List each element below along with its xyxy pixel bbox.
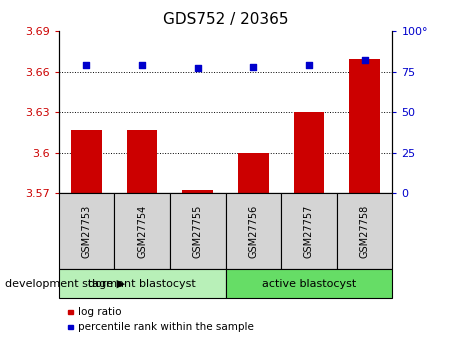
Text: development stage ▶: development stage ▶ bbox=[5, 279, 124, 289]
Bar bbox=[127, 130, 157, 193]
Point bbox=[305, 62, 313, 68]
Point bbox=[250, 64, 257, 69]
Point bbox=[194, 66, 201, 71]
Title: GDS752 / 20365: GDS752 / 20365 bbox=[163, 12, 288, 27]
Text: GSM27756: GSM27756 bbox=[249, 205, 258, 258]
Bar bbox=[182, 190, 213, 193]
Text: GSM27758: GSM27758 bbox=[359, 205, 369, 258]
Point bbox=[361, 58, 368, 63]
Text: log ratio: log ratio bbox=[78, 307, 121, 317]
Text: dormant blastocyst: dormant blastocyst bbox=[88, 279, 196, 289]
Text: percentile rank within the sample: percentile rank within the sample bbox=[78, 322, 253, 332]
Text: GSM27753: GSM27753 bbox=[82, 205, 92, 258]
Bar bbox=[71, 130, 102, 193]
Point bbox=[138, 62, 146, 68]
Text: GSM27754: GSM27754 bbox=[137, 205, 147, 258]
Bar bbox=[294, 112, 324, 193]
Text: GSM27755: GSM27755 bbox=[193, 205, 202, 258]
Point bbox=[83, 62, 90, 68]
Bar bbox=[238, 152, 269, 193]
Bar bbox=[349, 59, 380, 193]
Text: GSM27757: GSM27757 bbox=[304, 205, 314, 258]
Text: active blastocyst: active blastocyst bbox=[262, 279, 356, 289]
